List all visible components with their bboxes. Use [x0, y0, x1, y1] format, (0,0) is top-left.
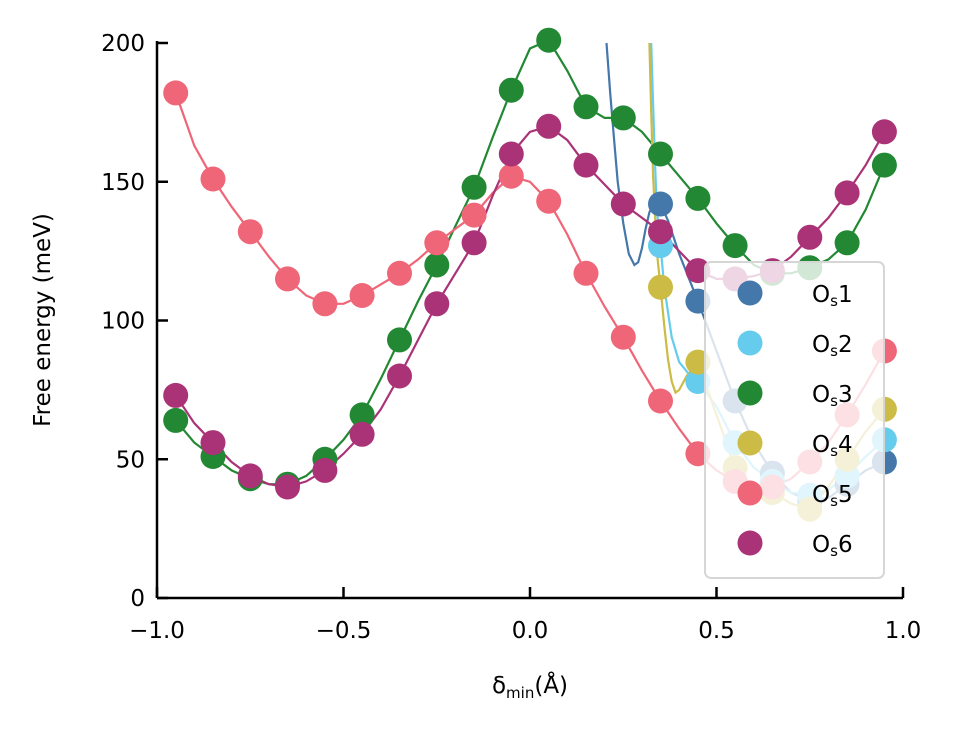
point-os3: [573, 94, 599, 120]
legend-marker-os3: [737, 380, 763, 406]
point-os3: [387, 327, 412, 353]
point-os5: [275, 266, 300, 292]
point-os1: [648, 191, 673, 217]
point-os3: [163, 407, 189, 433]
point-os3: [685, 185, 711, 211]
legend-marker-os6: [737, 530, 763, 556]
point-os3: [834, 230, 860, 256]
x-tick-label: −1.0: [129, 618, 185, 644]
point-os3: [871, 152, 897, 178]
point-os6: [163, 382, 189, 408]
x-tick-label: 0.0: [512, 618, 549, 644]
legend-label-os4: Os4: [812, 432, 853, 460]
point-os6: [349, 421, 375, 447]
point-os5: [424, 230, 450, 256]
point-os6: [797, 224, 823, 250]
point-os6: [387, 363, 412, 389]
legend-marker-os2: [737, 330, 763, 356]
point-os6: [312, 457, 338, 483]
legend-marker-os1: [737, 280, 763, 306]
point-os3: [424, 252, 450, 278]
point-os6: [648, 219, 673, 245]
point-os6: [237, 463, 263, 489]
legend-label-os5: Os5: [812, 482, 853, 510]
legend-marker-os4: [737, 430, 763, 456]
point-os5: [387, 260, 412, 286]
point-os5: [312, 291, 338, 317]
point-os3: [722, 233, 748, 259]
point-os3: [498, 77, 524, 103]
point-os6: [573, 152, 599, 178]
x-tick-label: 0.5: [698, 618, 735, 644]
point-os3: [349, 402, 375, 428]
point-os5: [163, 80, 189, 106]
point-os5: [498, 163, 524, 189]
y-tick-label: 0: [130, 586, 145, 612]
point-os5: [349, 283, 375, 308]
point-os5: [461, 202, 487, 228]
x-axis-label: δmin(Å): [492, 671, 568, 702]
legend-items: Os1 Os2 Os3 Os4 Os5 Os6: [737, 280, 853, 560]
y-tick-label: 100: [101, 309, 145, 335]
legend-label-os2: Os2: [812, 332, 853, 360]
point-os3: [536, 27, 562, 53]
ticks-layer: −1.0 −0.5 0.0 0.5 1.0 0 50 100 150 200: [101, 31, 921, 644]
legend-frame: [704, 261, 885, 579]
point-os6: [461, 230, 487, 256]
point-os6: [871, 119, 897, 145]
point-os6: [200, 430, 226, 456]
point-os6: [498, 141, 524, 167]
point-os5: [573, 260, 599, 286]
point-os3: [610, 105, 636, 131]
legend-marker-os5: [737, 480, 763, 506]
legend-label-os1: Os1: [812, 282, 853, 310]
point-os5: [200, 166, 226, 192]
point-os6: [275, 474, 300, 500]
point-os5: [536, 188, 562, 214]
legend: Os1 Os2 Os3 Os4 Os5 Os6: [704, 261, 885, 579]
point-os3: [648, 141, 673, 167]
point-os3: [461, 174, 487, 200]
point-os6: [834, 180, 860, 206]
y-tick-label: 50: [116, 447, 145, 473]
point-os4: [648, 274, 673, 300]
point-os6: [610, 191, 636, 217]
point-os6: [424, 291, 450, 317]
point-os5: [648, 388, 673, 414]
point-os5: [610, 324, 636, 350]
point-os6: [536, 113, 562, 139]
legend-label-os3: Os3: [812, 382, 853, 410]
legend-label-os6: Os6: [812, 532, 853, 560]
y-axis-label: Free energy (meV): [30, 213, 56, 427]
y-tick-label: 200: [101, 31, 145, 57]
x-tick-label: 1.0: [885, 618, 922, 644]
x-tick-label: −0.5: [316, 618, 372, 644]
y-tick-label: 150: [101, 170, 145, 196]
point-os5: [237, 219, 263, 245]
